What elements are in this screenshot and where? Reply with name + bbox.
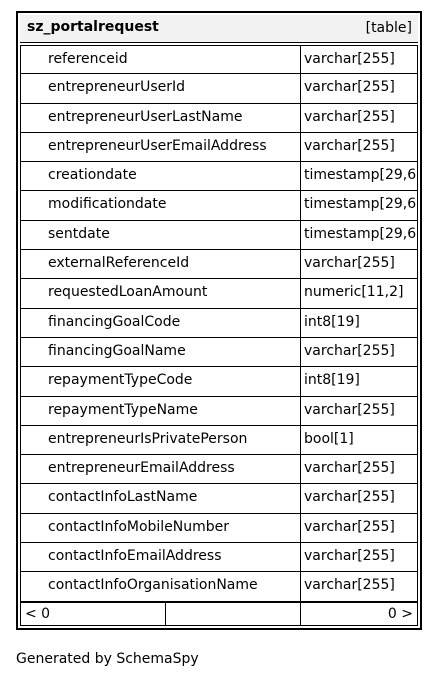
column-type: varchar[255] [300,572,418,602]
column-name: modificationdate [20,191,300,221]
column-row[interactable]: contactInfoMobileNumber varchar[255] [20,513,418,544]
column-type: varchar[255] [300,74,418,104]
column-type: int8[19] [300,308,418,338]
column-type: varchar[255] [300,396,418,426]
relationship-footer: < 0 0 > [20,601,418,626]
column-type: varchar[255] [300,484,418,514]
column-row[interactable]: contactInfoEmailAddress varchar[255] [20,543,418,573]
column-row[interactable]: creationdate timestamp[29,6] [20,162,418,192]
column-type: bool[1] [300,425,418,456]
column-type: varchar[255] [300,513,418,544]
column-type: varchar[255] [300,103,418,133]
column-name: contactInfoLastName [20,484,300,514]
column-name: sentdate [20,220,300,251]
column-name: repaymentTypeCode [20,367,300,397]
column-type: varchar[255] [300,250,418,280]
column-name: entrepreneurUserId [20,74,300,104]
column-name: contactInfoMobileNumber [20,513,300,544]
footer-spacer [165,601,300,626]
column-row[interactable]: entrepreneurUserId varchar[255] [20,74,418,104]
column-type: timestamp[29,6] [300,220,418,251]
column-name: entrepreneurUserLastName [20,103,300,133]
column-name: requestedLoanAmount [20,279,300,309]
table-header: sz_portalrequest [table] [20,15,418,43]
column-name: financingGoalName [20,337,300,368]
column-row[interactable]: requestedLoanAmount numeric[11,2] [20,279,418,309]
column-row[interactable]: repaymentTypeCode int8[19] [20,367,418,397]
column-type: int8[19] [300,367,418,397]
column-row[interactable]: externalReferenceId varchar[255] [20,250,418,280]
column-name: contactInfoOrganisationName [20,572,300,602]
column-name: entrepreneurEmailAddress [20,455,300,485]
column-row[interactable]: entrepreneurUserEmailAddress varchar[255] [20,132,418,163]
table-node[interactable]: sz_portalrequest [table] referenceid varc… [16,11,422,630]
column-row[interactable]: referenceid varchar[255] [20,45,418,75]
column-row[interactable]: contactInfoOrganisationName varchar[255] [20,572,418,602]
column-row[interactable]: contactInfoLastName varchar[255] [20,484,418,514]
column-name: referenceid [20,45,300,75]
table-name[interactable]: sz_portalrequest [27,19,159,35]
column-name: entrepreneurIsPrivatePerson [20,425,300,456]
column-name: repaymentTypeName [20,396,300,426]
column-name: contactInfoEmailAddress [20,543,300,573]
column-type: timestamp[29,6] [300,191,418,221]
column-type: varchar[255] [300,337,418,368]
table-kind-label: [table] [365,20,412,36]
generated-by-label: Generated by SchemaSpy [16,651,199,667]
column-row[interactable]: modificationdate timestamp[29,6] [20,191,418,221]
column-type: timestamp[29,6] [300,162,418,192]
column-row[interactable]: sentdate timestamp[29,6] [20,220,418,251]
column-name: creationdate [20,162,300,192]
column-row[interactable]: financingGoalCode int8[19] [20,308,418,338]
column-row[interactable]: repaymentTypeName varchar[255] [20,396,418,426]
column-name: entrepreneurUserEmailAddress [20,132,300,163]
column-row[interactable]: entrepreneurEmailAddress varchar[255] [20,455,418,485]
column-type: varchar[255] [300,132,418,163]
children-count[interactable]: 0 > [300,601,418,626]
column-row[interactable]: entrepreneurUserLastName varchar[255] [20,103,418,133]
column-name: externalReferenceId [20,250,300,280]
column-row[interactable]: entrepreneurIsPrivatePerson bool[1] [20,425,418,456]
column-type: numeric[11,2] [300,279,418,309]
column-type: varchar[255] [300,543,418,573]
column-name: financingGoalCode [20,308,300,338]
column-list: referenceid varchar[255] entrepreneurUserI… [20,45,418,602]
column-type: varchar[255] [300,45,418,75]
column-type: varchar[255] [300,455,418,485]
column-row[interactable]: financingGoalName varchar[255] [20,337,418,368]
parents-count[interactable]: < 0 [20,601,165,626]
